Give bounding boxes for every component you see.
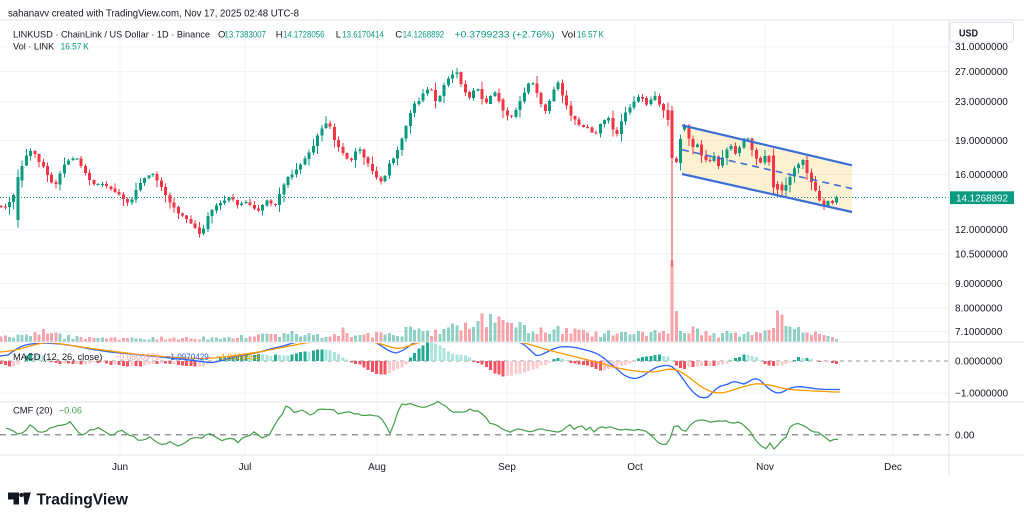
svg-text:L: L — [336, 29, 341, 40]
svg-text:−1.0469454: −1.0469454 — [216, 352, 259, 363]
svg-text:Vol: Vol — [562, 29, 576, 40]
svg-text:7.1000000: 7.1000000 — [955, 327, 1003, 338]
svg-text:MACD (12, 26, close): MACD (12, 26, close) — [13, 352, 102, 363]
svg-text:27.0000000: 27.0000000 — [955, 67, 1008, 78]
svg-text:TradingView: TradingView — [37, 492, 129, 509]
svg-text:Nov: Nov — [756, 462, 774, 473]
svg-text:14.1728056: 14.1728056 — [283, 29, 325, 40]
svg-text:USD: USD — [959, 28, 978, 39]
svg-text:Oct: Oct — [627, 462, 643, 473]
svg-text:9.0000000: 9.0000000 — [955, 279, 1003, 290]
svg-text:Jul: Jul — [239, 462, 252, 473]
svg-text:14.1268892: 14.1268892 — [403, 29, 445, 40]
svg-text:C: C — [395, 29, 402, 40]
svg-text:+0.3799233 (+2.76%): +0.3799233 (+2.76%) — [455, 29, 555, 40]
svg-text:13.7383007: 13.7383007 — [225, 29, 267, 40]
svg-text:−1.0000000: −1.0000000 — [955, 389, 1009, 400]
svg-text:sahanavv created with TradingV: sahanavv created with TradingView.com, N… — [8, 9, 299, 20]
svg-text:16.57 K: 16.57 K — [577, 29, 605, 40]
svg-text:Sep: Sep — [498, 462, 516, 473]
svg-text:Vol · LINK: Vol · LINK — [13, 42, 55, 53]
svg-text:0.00: 0.00 — [955, 430, 975, 441]
svg-text:0.0000000: 0.0000000 — [955, 357, 1003, 368]
svg-text:H: H — [276, 29, 283, 40]
svg-text:−0.06: −0.06 — [59, 406, 82, 417]
svg-text:14.1268892: 14.1268892 — [956, 193, 1008, 204]
svg-text:Dec: Dec — [884, 462, 902, 473]
svg-text:10.5000000: 10.5000000 — [955, 250, 1008, 261]
svg-text:−0.0500976: −0.0500976 — [114, 352, 159, 363]
svg-text:31.0000000: 31.0000000 — [955, 42, 1008, 53]
svg-text:16.57 K: 16.57 K — [61, 42, 90, 53]
svg-text:O: O — [218, 29, 225, 40]
svg-text:16.0000000: 16.0000000 — [955, 170, 1008, 181]
svg-text:23.0000000: 23.0000000 — [955, 97, 1008, 108]
svg-text:8.0000000: 8.0000000 — [955, 304, 1003, 315]
svg-text:19.0000000: 19.0000000 — [955, 136, 1008, 147]
svg-text:CMF (20): CMF (20) — [13, 406, 53, 417]
svg-text:Aug: Aug — [368, 462, 386, 473]
svg-text:LINKUSD · ChainLink / US Dolla: LINKUSD · ChainLink / US Dollar · 1D · B… — [13, 29, 210, 40]
svg-text:12.0000000: 12.0000000 — [955, 225, 1008, 236]
svg-text:Jun: Jun — [112, 462, 128, 473]
svg-text:13.6170414: 13.6170414 — [342, 29, 384, 40]
svg-text:−1.0970429: −1.0970429 — [166, 352, 209, 363]
